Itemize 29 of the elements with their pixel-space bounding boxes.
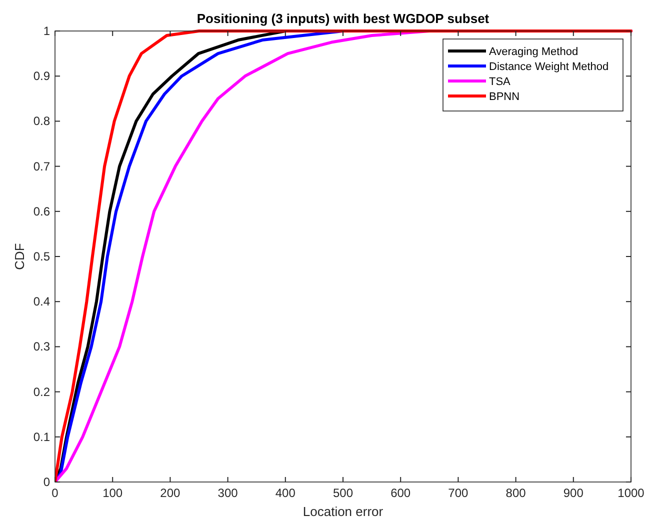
y-tick-label: 1 (43, 24, 50, 38)
chart-title: Positioning (3 inputs) with best WGDOP subset (196, 11, 490, 26)
y-tick-label: 0.2 (33, 384, 50, 399)
legend-label: Distance Weight Method (489, 61, 609, 73)
y-tick-label: 0.6 (33, 204, 50, 218)
y-tick-label: 0.4 (33, 294, 50, 309)
x-tick-label: 700 (448, 486, 469, 500)
y-tick-label: 0.5 (33, 250, 50, 264)
x-tick-label: 100 (102, 486, 123, 500)
y-tick-label: 0 (43, 475, 50, 489)
x-axis-title: Location error (302, 504, 384, 519)
x-tick-label: 900 (563, 486, 584, 500)
x-tick-label: 300 (218, 486, 238, 500)
x-tick-label: 500 (332, 486, 354, 500)
y-axis-title: CDF (12, 243, 27, 270)
legend-label: TSA (489, 76, 512, 88)
legend-label: Averaging Method (489, 46, 578, 58)
y-tick-label: 0.9 (33, 69, 50, 84)
y-tick-label: 0.3 (33, 340, 50, 354)
x-tick-label: 200 (160, 486, 181, 500)
x-tick-label: 400 (275, 486, 296, 500)
x-tick-label: 800 (506, 486, 526, 500)
y-tick-label: 0.1 (33, 430, 50, 444)
legend-label: BPNN (489, 91, 520, 103)
y-tick-label: 0.7 (33, 159, 50, 174)
x-tick-label: 1000 (618, 486, 645, 500)
x-tick-label: 0 (52, 486, 59, 500)
x-tick-label: 600 (390, 486, 411, 500)
y-tick-label: 0.8 (33, 114, 50, 128)
